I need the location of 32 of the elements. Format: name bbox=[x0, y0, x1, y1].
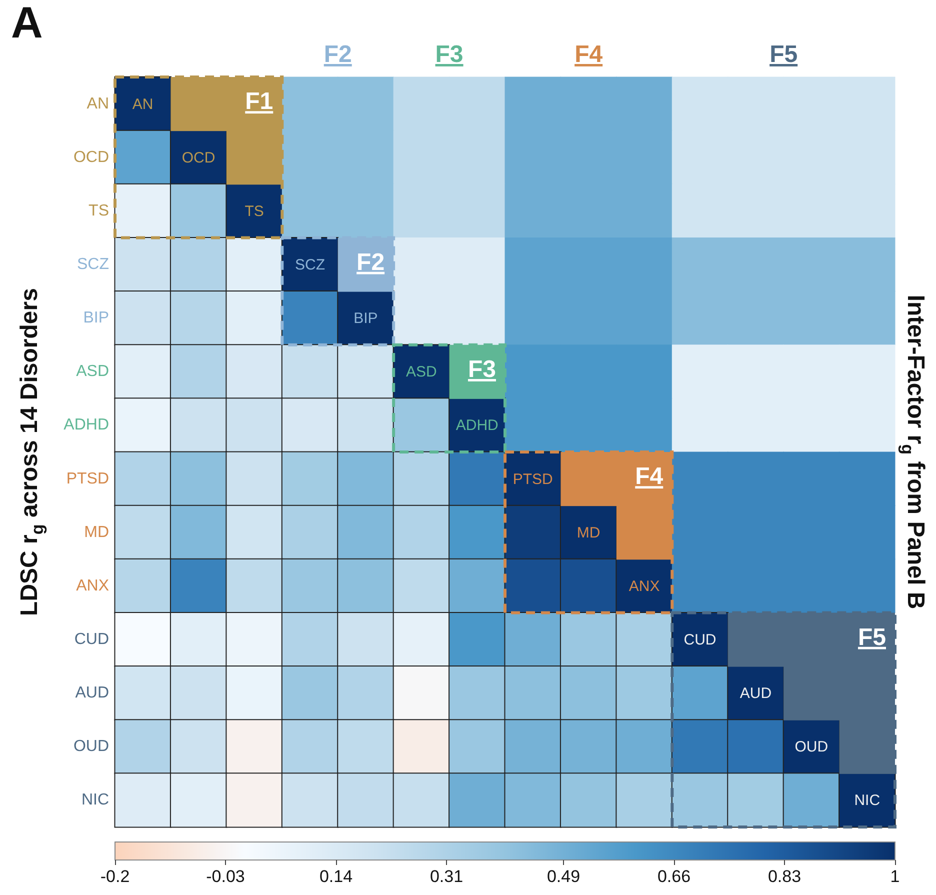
y-tick-label: OCD bbox=[73, 148, 109, 166]
band-label: F3 bbox=[468, 356, 496, 383]
color-bar-label: 0.14 bbox=[319, 867, 353, 886]
y-tick-label: AUD bbox=[75, 684, 109, 702]
y-tick-label: OUD bbox=[73, 738, 109, 756]
color-bar-label: 1 bbox=[890, 867, 900, 886]
y-tick-label: ADHD bbox=[64, 416, 109, 434]
color-bar-label: 0.31 bbox=[430, 867, 464, 886]
text: F3 bbox=[435, 41, 464, 68]
y-tick-label: NIC bbox=[81, 792, 109, 809]
band-label: F2 bbox=[356, 248, 385, 276]
text: F5 bbox=[770, 41, 798, 68]
y-tick-label: BIP bbox=[83, 310, 109, 327]
color-bar-label: 0.83 bbox=[768, 867, 802, 886]
y-tick-label: MD bbox=[84, 524, 109, 541]
y-tick-label: ANX bbox=[76, 577, 110, 594]
color-bar-label: -0.03 bbox=[206, 867, 245, 886]
text: F4 bbox=[574, 41, 604, 68]
y-tick-label: AN bbox=[86, 95, 109, 112]
band-label: F5 bbox=[858, 624, 886, 651]
color-bar-label: 0.49 bbox=[546, 867, 580, 886]
y-tick-label: ASD bbox=[76, 363, 109, 380]
y-tick-label: SCZ bbox=[77, 256, 110, 273]
text: F2 bbox=[324, 41, 352, 68]
y-tick-label: PTSD bbox=[66, 470, 109, 488]
band-label: F1 bbox=[245, 88, 274, 116]
y-tick-label: TS bbox=[88, 202, 109, 220]
color-bar-label: -0.2 bbox=[100, 867, 130, 886]
band-label: F4 bbox=[635, 463, 664, 490]
chart-title: A bbox=[11, 0, 43, 48]
y-tick-label: CUD bbox=[74, 631, 109, 648]
color-bar-label: 0.66 bbox=[657, 867, 691, 886]
